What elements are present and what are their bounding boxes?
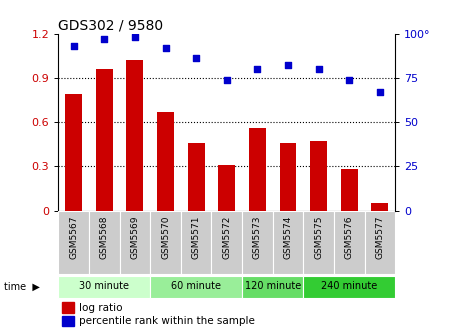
Bar — [303, 276, 395, 298]
Text: GSM5577: GSM5577 — [375, 216, 384, 259]
Bar — [188, 143, 205, 211]
Point — [254, 66, 261, 72]
Text: GSM5567: GSM5567 — [69, 216, 78, 259]
Text: 120 minute: 120 minute — [245, 281, 301, 291]
Text: GSM5572: GSM5572 — [222, 216, 231, 259]
Bar — [365, 211, 395, 275]
Text: GSM5569: GSM5569 — [130, 216, 139, 259]
Point — [346, 77, 353, 82]
Point — [131, 35, 138, 40]
Text: GDS302 / 9580: GDS302 / 9580 — [58, 18, 163, 33]
Bar — [62, 302, 74, 313]
Bar — [218, 165, 235, 211]
Point — [376, 89, 383, 95]
Text: time  ▶: time ▶ — [4, 282, 40, 292]
Bar — [303, 211, 334, 275]
Bar — [65, 94, 82, 211]
Point — [315, 66, 322, 72]
Point — [193, 56, 200, 61]
Point — [70, 43, 77, 49]
Bar — [310, 141, 327, 211]
Text: GSM5575: GSM5575 — [314, 216, 323, 259]
Bar — [341, 169, 357, 211]
Bar — [96, 69, 113, 211]
Bar — [280, 143, 296, 211]
Text: 60 minute: 60 minute — [171, 281, 221, 291]
Text: GSM5568: GSM5568 — [100, 216, 109, 259]
Point — [223, 77, 230, 82]
Bar — [273, 211, 303, 275]
Bar — [249, 128, 266, 211]
Text: percentile rank within the sample: percentile rank within the sample — [79, 316, 255, 326]
Text: GSM5576: GSM5576 — [345, 216, 354, 259]
Bar — [150, 211, 181, 275]
Bar — [58, 276, 150, 298]
Bar — [119, 211, 150, 275]
Bar — [58, 211, 89, 275]
Bar — [181, 211, 211, 275]
Bar — [157, 112, 174, 211]
Bar — [371, 203, 388, 211]
Text: GSM5570: GSM5570 — [161, 216, 170, 259]
Bar — [62, 316, 74, 326]
Bar — [211, 211, 242, 275]
Text: GSM5573: GSM5573 — [253, 216, 262, 259]
Bar — [334, 211, 365, 275]
Point — [284, 63, 291, 68]
Text: GSM5574: GSM5574 — [283, 216, 292, 259]
Point — [101, 36, 108, 42]
Text: log ratio: log ratio — [79, 303, 122, 312]
Bar — [89, 211, 119, 275]
Text: 30 minute: 30 minute — [79, 281, 129, 291]
Text: 240 minute: 240 minute — [321, 281, 377, 291]
Bar — [127, 60, 143, 211]
Bar — [242, 276, 303, 298]
Text: GSM5571: GSM5571 — [192, 216, 201, 259]
Bar — [242, 211, 273, 275]
Point — [162, 45, 169, 50]
Bar — [150, 276, 242, 298]
